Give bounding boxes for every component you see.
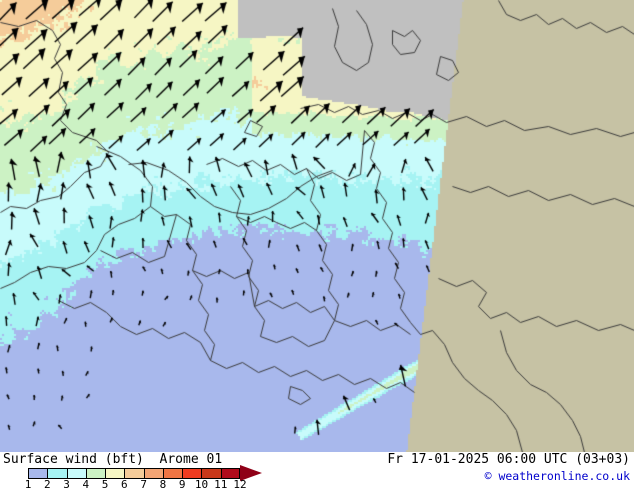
colorbar-tick-11: 11 <box>214 478 228 490</box>
colorbar-swatch-11 <box>220 468 240 479</box>
colorbar-tick-2: 2 <box>43 478 51 490</box>
colorbar-swatch-10 <box>201 468 221 479</box>
colorbar-swatch-5 <box>105 468 125 479</box>
colorbar-swatch-3 <box>66 468 86 479</box>
copyright-label: © weatheronline.co.uk <box>484 469 630 483</box>
colorbar-ticks: 1 2 3 4 5 6 7 8 9 10 11 12 <box>24 478 268 490</box>
colorbar-overflow-arrow <box>240 465 262 481</box>
colorbar-swatch-4 <box>85 468 106 479</box>
colorbar-tick-12: 12 <box>233 478 247 490</box>
colorbar-tick-7: 7 <box>140 478 147 490</box>
colorbar-swatch-2 <box>47 468 67 479</box>
weather-map[interactable] <box>0 0 634 452</box>
colorbar-tick-9: 9 <box>178 478 186 490</box>
wind-field-canvas[interactable] <box>0 0 634 452</box>
legend-title: Surface wind (bft) Arome 01 <box>3 452 223 467</box>
colorbar-tick-8: 8 <box>159 478 167 490</box>
colorbar-swatch-7 <box>143 468 163 479</box>
colorbar <box>28 468 240 479</box>
colorbar-tick-1: 1 <box>24 478 32 490</box>
colorbar-tick-3: 3 <box>63 478 70 490</box>
colorbar-tick-6: 6 <box>121 478 128 490</box>
valid-time-label: Fr 17-01-2025 06:00 UTC (03+03) <box>387 452 630 467</box>
colorbar-tick-5: 5 <box>101 478 109 490</box>
legend-panel: Surface wind (bft) Arome 01 1 2 3 4 5 6 7 8 9 10 1… <box>0 452 634 490</box>
colorbar-swatch-6 <box>124 468 144 479</box>
colorbar-swatch-1 <box>28 468 48 479</box>
colorbar-swatch-8 <box>162 468 183 479</box>
colorbar-tick-10: 10 <box>194 478 209 490</box>
colorbar-swatch-9 <box>182 468 202 479</box>
colorbar-tick-4: 4 <box>82 478 90 490</box>
